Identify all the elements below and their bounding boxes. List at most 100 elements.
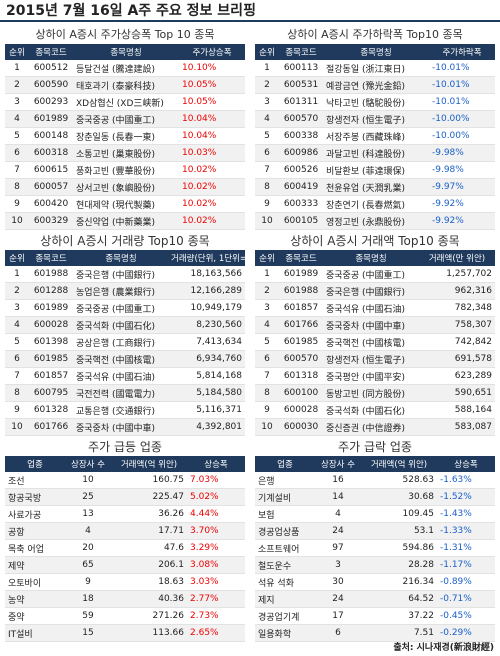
table-cell: 601766 — [279, 316, 323, 334]
table-row: 일용화학 6 7.51 -0.29% — [255, 624, 495, 642]
column-header: 상장사 수 — [65, 456, 111, 472]
table-row: 4 600570 항생전자 (恒生電子) -10.00% — [255, 110, 495, 128]
table-cell: 528.63 — [361, 472, 437, 489]
table-row: 7 600615 풍화고빈 (豐華股份) 10.02% — [5, 161, 245, 179]
table-cell: -0.71% — [437, 590, 495, 608]
table-cell: 9 — [5, 401, 29, 419]
table-cell: -1.43% — [437, 505, 495, 523]
table-section: 상하이 A증시 거래량 Top10 종목 순위 종목코드 종목명칭 거래량(단위, 1단… — [5, 232, 245, 436]
table-cell: 10.04% — [179, 127, 245, 145]
table-cell: 1 — [255, 266, 279, 283]
table-row: 목축 어업 20 47.6 3.29% — [5, 539, 245, 557]
table-cell: 600028 — [29, 316, 73, 334]
table-cell: 제지 — [255, 590, 315, 608]
table-cell: 4 — [5, 316, 29, 334]
table-cell: 600570 — [279, 350, 323, 368]
table-cell: 장춘연기 (長春燃氣) — [323, 195, 429, 213]
table-cell: 2 — [5, 76, 29, 94]
table-cell: 5 — [255, 333, 279, 351]
table-cell: 농약 — [5, 590, 65, 608]
table-cell: 경공업상품 — [255, 522, 315, 540]
table-cell: 6 — [315, 624, 361, 642]
table-cell: 65 — [65, 556, 111, 574]
data-table: 순위 종목코드 종목명칭 거래액(만 위안) 1 601989 중국중공 (中國重工) 1,2… — [255, 250, 495, 436]
table-cell: 3 — [255, 299, 279, 317]
table-cell: 6 — [255, 144, 279, 162]
table-cell: 3 — [5, 93, 29, 111]
table-cell: 중국중공 (中國重工) — [323, 266, 419, 283]
table-cell: 2.65% — [187, 624, 245, 642]
table-cell: 600615 — [29, 161, 73, 179]
table-cell: 601989 — [29, 299, 73, 317]
table-cell: -9.98% — [429, 161, 495, 179]
table-row: 10 600329 중신약업 (中新藥業) 10.02% — [5, 212, 245, 230]
table-cell: -10.00% — [429, 110, 495, 128]
table-row: 보험 4 109.45 -1.43% — [255, 505, 495, 523]
table-row: 1 601989 중국중공 (中國重工) 1,257,702 — [255, 266, 495, 283]
column-header: 업종 — [5, 456, 65, 472]
table-cell: 9 — [5, 195, 29, 213]
table-cell: 3.70% — [187, 522, 245, 540]
table-cell: 15 — [65, 624, 111, 642]
table-row: 4 600028 중국석화 (中國石化) 8,230,560 — [5, 316, 245, 334]
table-cell: 216.34 — [361, 573, 437, 591]
column-header: 종목코드 — [29, 250, 73, 266]
table-cell: 7 — [5, 161, 29, 179]
table-cell: 국전전력 (國電電力) — [73, 384, 169, 402]
table-cell: 600526 — [279, 161, 323, 179]
table-cell: 5,814,168 — [169, 367, 245, 385]
table-cell: 4.44% — [187, 505, 245, 523]
table-cell: 제약 — [5, 556, 65, 574]
table-cell: 24 — [315, 590, 361, 608]
table-cell: -10.01% — [429, 60, 495, 77]
table-row: 경공업기계 17 37.22 -0.45% — [255, 607, 495, 625]
column-header: 거래액(만 위안) — [419, 250, 495, 266]
table-cell: 소프트웨어 — [255, 539, 315, 557]
table-cell: -1.31% — [437, 539, 495, 557]
table-cell: -1.33% — [437, 522, 495, 540]
table-cell: -9.92% — [429, 195, 495, 213]
table-cell: 3.29% — [187, 539, 245, 557]
table-row: 철도운수 3 28.28 -1.17% — [255, 556, 495, 574]
table-cell: -0.89% — [437, 573, 495, 591]
table-cell: 영정고빈 (永鼎股份) — [323, 212, 429, 230]
table-cell: 600105 — [279, 212, 323, 230]
table-cell: 3 — [315, 556, 361, 574]
column-header: 업종 — [255, 456, 315, 472]
table-cell: 782,348 — [419, 299, 495, 317]
table-cell: 10.02% — [179, 195, 245, 213]
table-cell: 64.52 — [361, 590, 437, 608]
table-cell: 25 — [65, 488, 111, 506]
table-cell: 600590 — [29, 76, 73, 94]
table-cell: 9 — [255, 195, 279, 213]
table-cell: 600531 — [279, 76, 323, 94]
table-row: 은행 16 528.63 -1.63% — [255, 472, 495, 489]
table-cell: 10 — [5, 418, 29, 436]
data-table: 업종 상장사 수 거래액(억 위안) 상승폭 조선 10 160.75 7.03% 항공국방 25… — [5, 456, 245, 642]
column-header: 상장사 수 — [315, 456, 361, 472]
table-cell: 758,307 — [419, 316, 495, 334]
table-cell: -10.01% — [429, 93, 495, 111]
table-cell: 10.05% — [179, 76, 245, 94]
table-cell: 4 — [255, 316, 279, 334]
table-cell: 목축 어업 — [5, 539, 65, 557]
page-title: 2015년 7월 16일 A주 주요 정보 브리핑 — [0, 0, 500, 22]
table-cell: 600057 — [29, 178, 73, 196]
table-cell: 10 — [5, 212, 29, 230]
table-cell: 17 — [315, 607, 361, 625]
table-cell: 소통고빈 (巢東股份) — [73, 144, 179, 162]
table-cell: 10,949,179 — [169, 299, 245, 317]
table-cell: 공상은행 (工商銀行) — [73, 333, 169, 351]
table-cell: 중국은행 (中國銀行) — [323, 282, 419, 300]
table-cell: -10.00% — [429, 127, 495, 145]
table-row: IT설비 15 113.66 2.65% — [5, 624, 245, 642]
table-cell: 17.71 — [111, 522, 187, 540]
table-cell: 8 — [255, 178, 279, 196]
table-cell: 5 — [5, 333, 29, 351]
table-cell: 601857 — [29, 367, 73, 385]
table-row: 4 601989 중국중공 (中國重工) 10.04% — [5, 110, 245, 128]
header-row: 순위 종목코드 종목명칭 주가상승폭 — [5, 44, 245, 60]
table-cell: 장춘일동 (長春一東) — [73, 127, 179, 145]
